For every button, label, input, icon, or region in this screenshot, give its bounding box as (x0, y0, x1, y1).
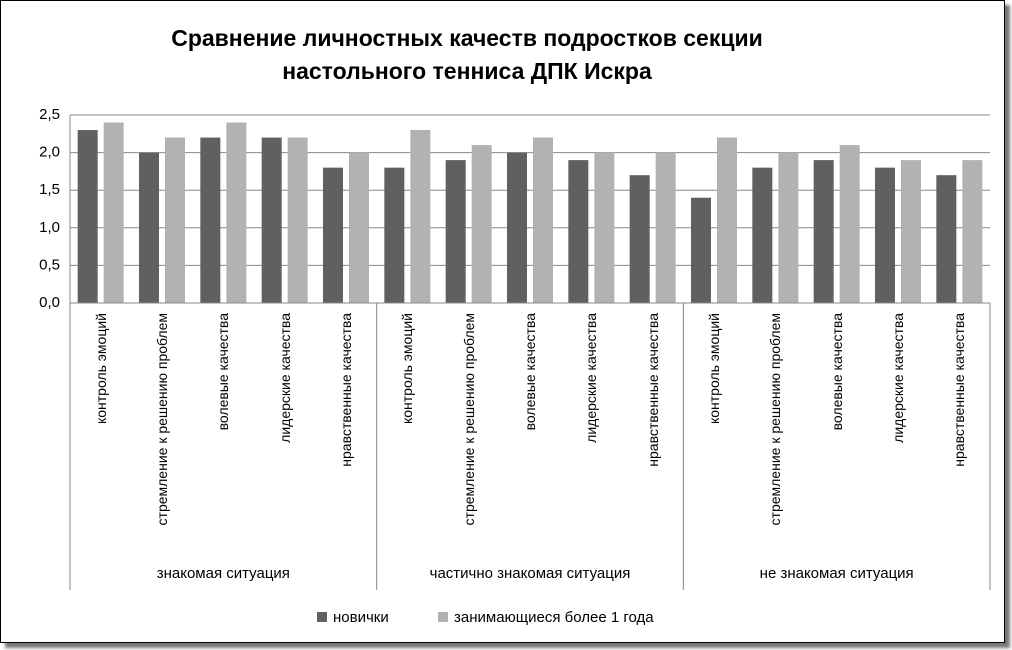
bar (533, 137, 553, 303)
y-tick-label: 2,5 (39, 106, 60, 123)
x-tick-label: контроль эмоций (398, 313, 415, 425)
x-tick-label: волевые качества (828, 313, 845, 431)
bar (813, 160, 834, 303)
x-tick-label: контроль эмоций (705, 313, 722, 425)
x-tick-label: волевые качества (521, 313, 538, 431)
x-tick-label: стремление к решению проблем (460, 313, 477, 526)
x-tick-label: нравственные качества (337, 313, 354, 467)
bar (165, 137, 185, 303)
bar (384, 167, 405, 303)
bar (410, 130, 431, 303)
x-tick-label: лидерские качества (582, 313, 599, 443)
chart-title: Сравнение личностных качеств подростков … (171, 25, 763, 84)
bar (77, 130, 98, 303)
bar (594, 152, 615, 303)
y-tick-label: 0,0 (39, 294, 60, 311)
x-tick-label: лидерские качества (276, 313, 293, 443)
bar (936, 175, 957, 303)
bar (226, 122, 247, 304)
group-label: знакомая ситуация (157, 565, 290, 582)
bar (901, 160, 921, 303)
bar (103, 122, 124, 304)
x-tick-label: контроль эмоций (92, 313, 109, 425)
bar (200, 137, 221, 303)
x-tick-label: стремление к решению проблем (766, 313, 783, 526)
bar (445, 160, 466, 303)
bar (507, 152, 527, 303)
bar (962, 160, 983, 303)
bar (839, 145, 860, 303)
y-tick-label: 1,0 (39, 219, 60, 236)
bar (655, 152, 676, 303)
legend-label: новички (333, 609, 389, 626)
bar (778, 152, 799, 303)
x-tick-label: нравственные качества (950, 313, 967, 467)
bar (875, 167, 895, 303)
group-label: частично знакомая ситуация (430, 565, 631, 582)
bar (261, 137, 282, 303)
x-tick-label: волевые качества (214, 313, 231, 431)
bar (568, 160, 589, 303)
bar (752, 167, 773, 303)
x-tick-label: стремление к решению проблем (153, 313, 170, 526)
bar (287, 137, 308, 303)
group-label: не знакомая ситуация (760, 565, 914, 582)
bar (139, 152, 159, 303)
x-tick-label: нравственные качества (644, 313, 661, 467)
bar (691, 197, 711, 303)
x-tick-label: лидерские качества (889, 313, 906, 443)
bar (323, 167, 343, 303)
legend-swatch (438, 612, 448, 622)
bar (629, 175, 650, 303)
y-tick-label: 0,5 (39, 256, 60, 273)
bar (349, 152, 369, 303)
y-tick-label: 2,0 (39, 144, 60, 161)
y-tick-label: 1,5 (39, 181, 60, 198)
legend-swatch (317, 612, 327, 622)
legend-label: занимающиеся более 1 года (454, 609, 654, 626)
bar (471, 145, 492, 303)
bar (717, 137, 737, 303)
